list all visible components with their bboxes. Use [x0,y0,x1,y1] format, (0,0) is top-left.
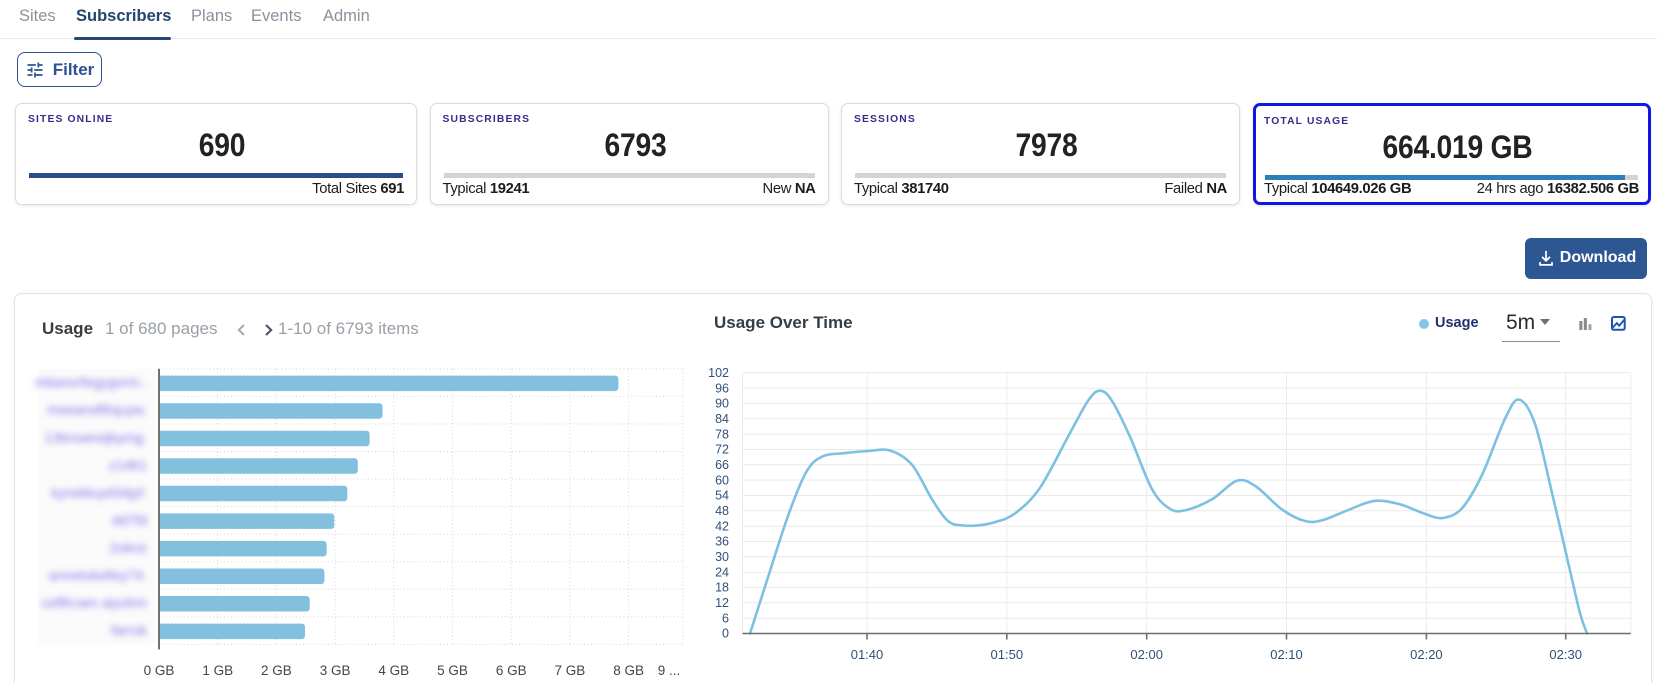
svg-text:farrok: farrok [111,622,148,638]
svg-text:9 ...: 9 ... [658,663,681,678]
svg-text:60: 60 [715,473,729,487]
svg-text:42: 42 [715,519,729,533]
svg-text:48: 48 [715,504,729,518]
svg-text:24: 24 [715,565,729,579]
svg-text:0 GB: 0 GB [144,663,175,678]
svg-text:2oknz: 2oknz [110,540,147,556]
svg-text:12: 12 [715,596,729,610]
svg-text:102: 102 [708,366,729,380]
svg-text:3 GB: 3 GB [320,663,351,678]
svg-text:6 GB: 6 GB [496,663,527,678]
svg-text:72: 72 [715,443,729,457]
svg-text:02:30: 02:30 [1549,647,1582,662]
svg-text:54: 54 [715,489,729,503]
svg-text:z1461: z1461 [109,457,147,473]
svg-text:01:50: 01:50 [991,647,1024,662]
svg-text:ceflfrcam aiyohm: ceflfrcam aiyohm [41,595,147,611]
svg-text:2 GB: 2 GB [261,663,292,678]
svg-text:4 GB: 4 GB [378,663,409,678]
svg-text:84: 84 [715,412,729,426]
svg-text:6: 6 [722,611,729,625]
svg-text:02:10: 02:10 [1270,647,1303,662]
svg-text:02:00: 02:00 [1130,647,1163,662]
svg-text:90: 90 [715,397,729,411]
svg-text:78: 78 [715,427,729,441]
svg-text:02:20: 02:20 [1410,647,1443,662]
svg-text:18: 18 [715,581,729,595]
svg-text:0: 0 [722,627,729,641]
svg-text:36: 36 [715,535,729,549]
svg-text:1 GB: 1 GB [202,663,233,678]
svg-text:annetokelley74.: annetokelley74. [49,567,147,583]
svg-text:01:40: 01:40 [851,647,884,662]
svg-text:13brownejbymg.: 13brownejbymg. [44,429,147,445]
svg-text:66: 66 [715,458,729,472]
svg-text:kyrwbluyd34jyf.: kyrwbluyd34jyf. [51,484,147,500]
svg-text:meearwfifnjuyw.: meearwfifnjuyw. [47,402,147,418]
svg-text:dd7fd: dd7fd [112,512,147,528]
svg-text:5 GB: 5 GB [437,663,468,678]
svg-text:mbanvrfegygvrm..: mbanvrfegygvrm.. [35,374,147,390]
svg-text:8 GB: 8 GB [613,663,644,678]
svg-text:96: 96 [715,381,729,395]
svg-text:30: 30 [715,550,729,564]
svg-text:7 GB: 7 GB [555,663,586,678]
